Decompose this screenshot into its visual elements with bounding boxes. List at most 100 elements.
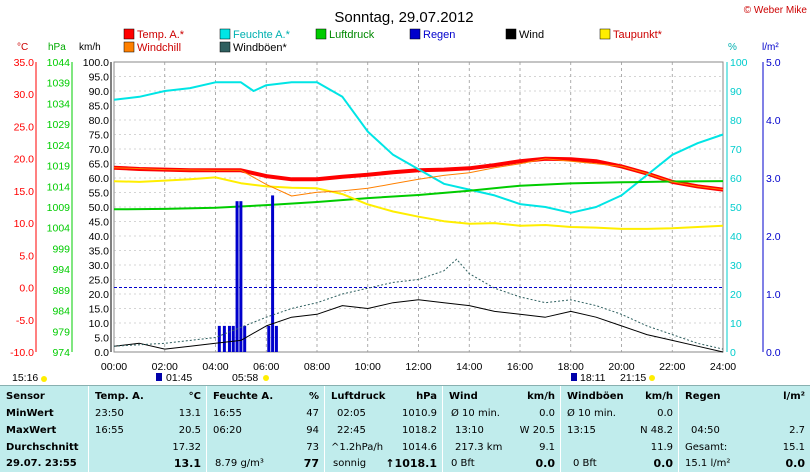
axis-tick-labels: 35.0 30.0 25.0 20.0 15.0 10.0 5.0 0.0 -5.0 -10.0 1… <box>10 57 781 373</box>
chart-title: Sonntag, 29.07.2012 <box>334 9 473 26</box>
pressure-trend: ^1.2hPa/h <box>331 442 384 453</box>
tick-pressure: 1029 <box>47 119 71 131</box>
tick-pressure: 989 <box>52 285 70 297</box>
series-windchill <box>113 158 724 197</box>
wind-distance: 217.3 km <box>455 442 503 453</box>
axis-unit-rain: l/m² <box>762 42 779 53</box>
tick-pressure: 1034 <box>47 98 71 110</box>
rain-unit: l/m² <box>783 391 805 402</box>
rain-max: 2.7 <box>789 425 805 436</box>
legend-label: Feuchte A.* <box>233 29 291 41</box>
legend-swatch <box>219 41 231 53</box>
pressure-min: 1010.9 <box>402 408 437 419</box>
series-dewpoint <box>113 176 724 230</box>
event-daylight_start: 15:16 <box>12 372 38 384</box>
series-wind <box>113 299 724 353</box>
tick-wind: 45.0 <box>89 217 110 229</box>
tick-wind: 75.0 <box>89 130 110 142</box>
tick-temp: 5.0 <box>19 250 34 262</box>
pressure-avg: 1014.6 <box>402 442 437 453</box>
legend-swatch <box>123 41 135 53</box>
tick-time: 02:00 <box>152 361 178 373</box>
tick-rain: 3.0 <box>766 173 781 185</box>
col-wind: Wind km/h Ø 10 min. 0.0 13:10 W 20.5 217.3 … <box>442 386 561 472</box>
legend-swatch <box>505 28 517 40</box>
rain-bar <box>222 325 226 352</box>
tick-wind: 70.0 <box>89 144 110 156</box>
pressure-header: Luftdruck <box>331 391 386 402</box>
rain-total-label: Gesamt: <box>685 442 728 453</box>
col-pressure: Luftdruck hPa 02:05 1010.9 22:45 1018.2 ^1.… <box>324 386 443 472</box>
wind-avg: 9.1 <box>539 442 555 453</box>
tick-rain: 2.0 <box>766 231 781 243</box>
gust-max-time: 13:15 <box>567 425 596 436</box>
tick-wind: 30.0 <box>89 260 110 272</box>
wind-header: Wind <box>449 391 478 402</box>
rain-bar <box>271 195 275 352</box>
gust-avg10-label: Ø 10 min. <box>567 408 616 419</box>
pressure-max-time: 22:45 <box>337 425 366 436</box>
tick-temp: 30.0 <box>14 89 35 101</box>
temp-current: 13.1 <box>173 457 201 470</box>
summary-table: Sensor MinWert MaxWert Durchschnitt 29.0… <box>0 385 810 472</box>
tick-wind: 15.0 <box>89 304 110 316</box>
rain-bar <box>274 325 278 352</box>
pressure-max: 1018.2 <box>402 425 437 436</box>
sun-icon <box>41 376 47 382</box>
legend-swatch <box>123 28 135 40</box>
event-moonrise: 01:45 <box>166 372 192 384</box>
humidity-current: 77 <box>303 457 319 470</box>
tick-pressure: 1044 <box>47 57 71 69</box>
tick-temp: 10.0 <box>14 218 35 230</box>
humidity-abs: 8.79 g/m³ <box>215 458 264 469</box>
gust-header: Windböen <box>567 391 624 402</box>
moon-icon <box>156 373 162 381</box>
pressure-unit: hPa <box>416 391 437 402</box>
humidity-min: 47 <box>306 408 319 419</box>
series-humidity <box>113 81 724 214</box>
legend-label: Temp. A.* <box>137 29 185 41</box>
temp-header: Temp. A. <box>95 391 144 402</box>
tick-pressure: 1014 <box>47 181 71 193</box>
tick-humidity: 70 <box>730 144 742 156</box>
tick-pressure: 1004 <box>47 223 71 235</box>
tick-humidity: 60 <box>730 173 742 185</box>
tick-wind: 35.0 <box>89 246 110 258</box>
event-sunrise: 05:58 <box>232 372 258 384</box>
tick-humidity: 90 <box>730 86 742 98</box>
tick-time: 10:00 <box>355 361 381 373</box>
series-gusts <box>113 258 724 350</box>
tick-pressure: 984 <box>52 306 70 318</box>
sensor-header: Sensor <box>6 391 45 402</box>
tick-temp: 35.0 <box>14 57 35 69</box>
humidity-header: Feuchte A. <box>213 391 274 402</box>
tick-humidity: 10 <box>730 318 742 330</box>
tick-humidity: 50 <box>730 202 742 214</box>
legend-label: Windchill <box>137 42 181 54</box>
wind-current: 0.0 <box>535 457 556 470</box>
sun-moon-events: 15:16 01:45 05:58 18:11 21:15 <box>12 372 655 384</box>
legend-label: Luftdruck <box>329 29 375 41</box>
tick-pressure: 1039 <box>47 78 71 90</box>
legend-label: Regen <box>423 29 455 41</box>
wind-min: 0.0 <box>539 408 555 419</box>
legend-swatch <box>219 28 231 40</box>
rain-bar <box>243 325 247 352</box>
axis-unit-pressure: hPa <box>48 42 66 53</box>
legend-label: Wind <box>519 29 544 41</box>
tick-time: 06:00 <box>253 361 279 373</box>
legend-label: Windböen* <box>233 42 288 54</box>
humidity-min-time: 16:55 <box>213 408 242 419</box>
rain-bar <box>235 201 239 352</box>
legend-swatch <box>315 28 327 40</box>
legend-swatch <box>409 28 421 40</box>
tick-wind: 25.0 <box>89 275 110 287</box>
axis-unit-humidity: % <box>728 42 737 53</box>
moon-icon <box>571 373 577 381</box>
tick-pressure: 979 <box>52 326 70 338</box>
event-sunset: 21:15 <box>620 372 646 384</box>
tick-wind: 10.0 <box>89 318 110 330</box>
wind-max-time: 13:10 <box>455 425 484 436</box>
humidity-unit: % <box>308 391 319 402</box>
tick-humidity: 30 <box>730 260 742 272</box>
